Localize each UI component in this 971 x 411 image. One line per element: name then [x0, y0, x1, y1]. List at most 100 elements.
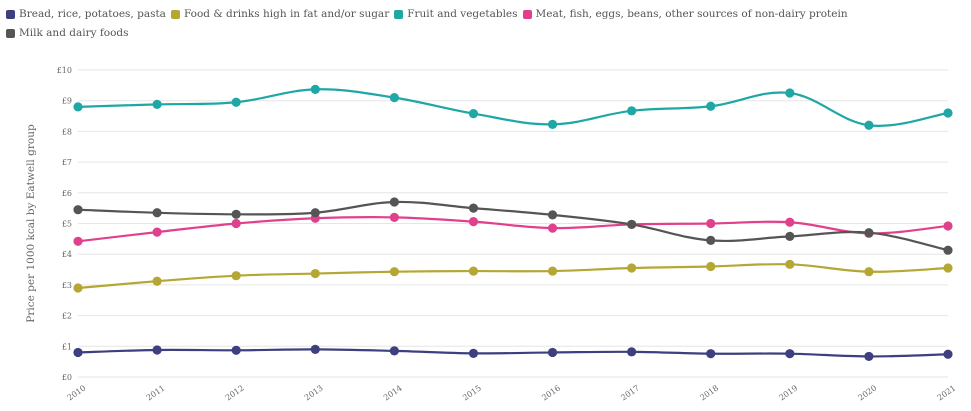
data-point: [785, 231, 795, 241]
data-point: [152, 276, 162, 286]
legend-label: Bread, rice, potatoes, pasta: [19, 8, 166, 20]
legend-swatch: [170, 10, 180, 19]
legend-item: Food & drinks high in fat and/or sugar: [170, 6, 390, 23]
legend-swatch: [394, 10, 404, 19]
data-point: [706, 235, 716, 245]
data-point: [389, 267, 399, 277]
x-tick-label: 2021: [936, 383, 958, 402]
x-tick-label: 2013: [303, 383, 325, 402]
data-point: [152, 227, 162, 237]
y-tick-label: £0: [62, 373, 72, 382]
data-point: [706, 101, 716, 111]
data-point: [706, 218, 716, 229]
x-tick-label: 2016: [540, 383, 562, 402]
data-point: [389, 197, 399, 207]
data-point: [943, 245, 953, 255]
y-tick-label: £10: [57, 66, 72, 75]
legend-label: Food & drinks high in fat and/or sugar: [183, 8, 390, 20]
legend-item: Fruit and vegetables: [394, 6, 518, 23]
data-point: [547, 210, 558, 220]
legend-item: Meat, fish, eggs, beans, other sources o…: [522, 6, 848, 23]
y-tick-label: £1: [62, 342, 72, 351]
data-point: [706, 261, 716, 272]
y-axis-label: Price per 1000 kcal by Eatwell group: [25, 124, 37, 323]
data-point: [310, 344, 320, 354]
data-point: [547, 223, 558, 233]
legend-swatch: [6, 29, 15, 38]
data-point: [943, 349, 953, 359]
data-point: [73, 102, 83, 112]
series-line: [77, 200, 949, 252]
y-tick-label: £9: [62, 97, 72, 106]
x-tick-label: 2020: [857, 383, 879, 402]
x-tick-label: 2014: [382, 383, 404, 402]
data-point: [73, 236, 83, 246]
data-point: [310, 84, 320, 94]
series-line: [77, 348, 949, 358]
data-point: [231, 218, 241, 229]
x-tick-label: 2017: [619, 383, 641, 402]
data-point: [785, 217, 795, 227]
y-tick-label: £2: [62, 312, 72, 321]
x-tick-label: 2019: [777, 383, 799, 402]
legend-item: Bread, rice, potatoes, pasta: [6, 6, 166, 23]
data-point: [468, 108, 479, 119]
data-point: [627, 347, 637, 357]
data-point: [943, 108, 953, 118]
legend-swatch: [6, 10, 15, 19]
data-point: [468, 266, 479, 276]
data-point: [864, 267, 874, 277]
data-point: [389, 346, 399, 356]
series-line: [77, 263, 949, 290]
y-tick-label: £4: [62, 250, 72, 259]
data-point: [231, 271, 241, 281]
y-tick-label: £6: [62, 189, 72, 198]
data-point: [73, 347, 83, 358]
legend-label: Meat, fish, eggs, beans, other sources o…: [535, 8, 848, 20]
data-point: [627, 106, 637, 116]
data-point: [468, 348, 479, 358]
legend-swatch: [522, 10, 532, 19]
series-line: [77, 215, 949, 243]
data-point: [468, 203, 479, 213]
chart-legend: Bread, rice, potatoes, pasta Food & drink…: [6, 6, 966, 44]
y-tick-label: £7: [62, 158, 72, 167]
data-point: [864, 120, 874, 130]
series-line: [77, 88, 949, 127]
data-point: [231, 345, 241, 355]
data-point: [468, 217, 479, 227]
data-point: [864, 351, 874, 362]
x-tick-label: 2015: [461, 383, 483, 402]
data-point: [152, 99, 162, 109]
y-tick-label: £5: [62, 220, 72, 229]
data-point: [310, 208, 320, 218]
data-point: [389, 93, 399, 103]
x-tick-label: 2012: [224, 383, 246, 402]
legend-label: Milk and dairy foods: [19, 27, 129, 39]
legend-label: Fruit and vegetables: [407, 8, 518, 20]
data-point: [547, 266, 558, 276]
data-point: [864, 228, 874, 238]
data-point: [943, 263, 953, 273]
data-point: [389, 212, 399, 222]
data-point: [152, 208, 162, 218]
data-point: [547, 119, 558, 129]
x-tick-label: 2010: [66, 383, 88, 402]
data-point: [785, 259, 795, 269]
data-point: [547, 347, 558, 358]
x-tick-label: 2011: [145, 383, 167, 402]
data-point: [231, 97, 241, 107]
y-tick-label: £3: [62, 281, 72, 290]
data-point: [785, 88, 795, 98]
x-tick-label: 2018: [698, 383, 720, 402]
data-point: [152, 345, 162, 355]
data-point: [73, 205, 83, 215]
data-point: [231, 209, 241, 219]
data-point: [627, 219, 637, 230]
data-point: [627, 263, 637, 273]
data-point: [706, 349, 716, 359]
data-point: [310, 268, 320, 279]
data-point: [943, 221, 953, 231]
data-point: [73, 283, 83, 293]
